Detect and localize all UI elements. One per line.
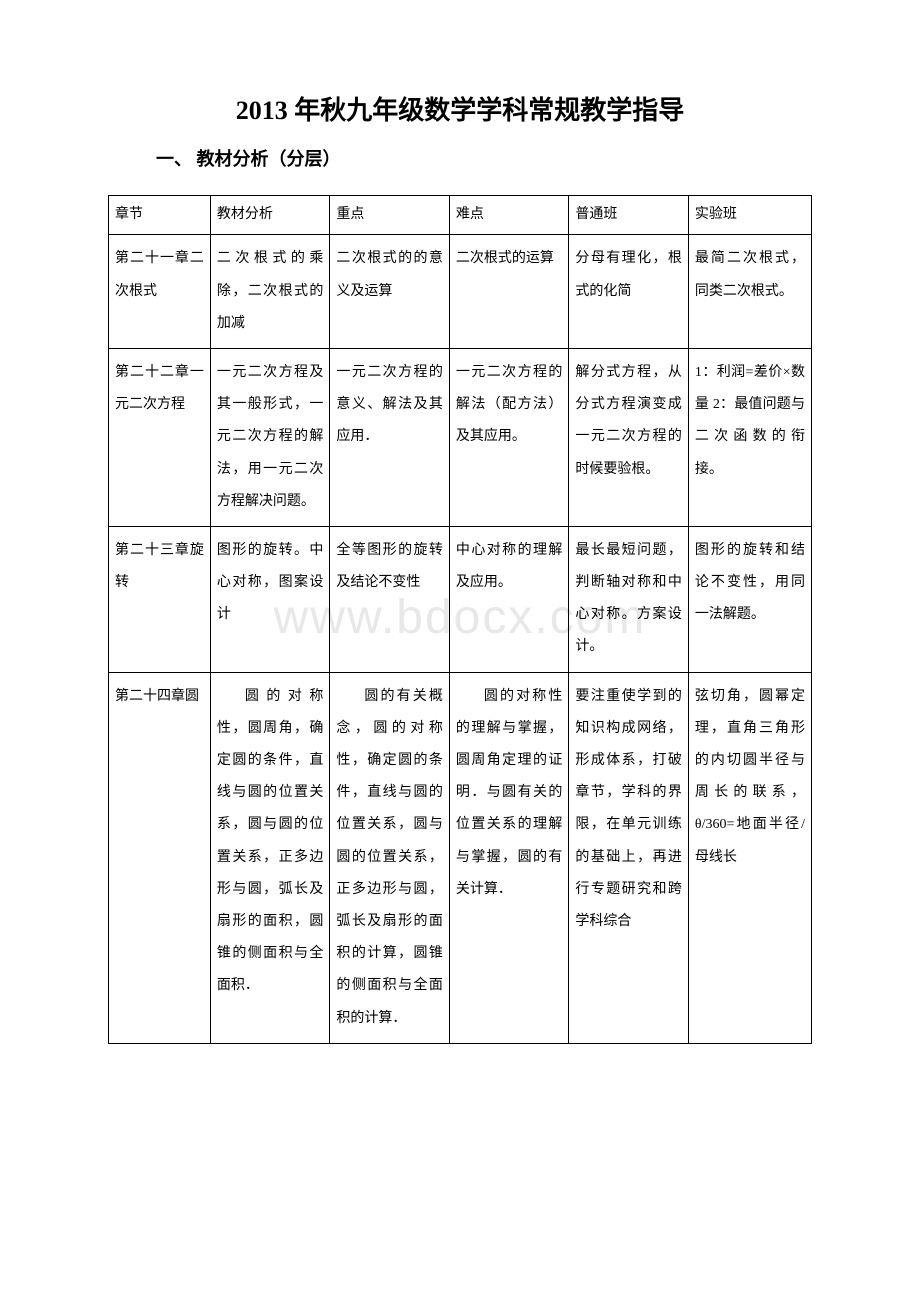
content: 2013 年秋九年级数学学科常规教学指导 一、 教材分析（分层） 章节 教材分析… [108,90,812,1044]
cell-chapter: 第二十四章圆 [109,672,211,1043]
cell-normal: 要注重使学到的知识构成网络，形成体系，打破章节，学科的界限，在单元训练的基础上，… [569,672,689,1043]
cell-normal: 最长最短问题，判断轴对称和中心对称。方案设计。 [569,526,689,672]
cell-key: 二次根式的的意义及运算 [330,235,450,349]
header-experimental: 实验班 [688,196,811,235]
cell-chapter: 第二十三章旋转 [109,526,211,672]
cell-key: 全等图形的旋转及结论不变性 [330,526,450,672]
table-row: 第二十一章二次根式 二次根式的乘除，二次根式的加减 二次根式的的意义及运算 二次… [109,235,812,349]
cell-chapter: 第二十一章二次根式 [109,235,211,349]
header-chapter: 章节 [109,196,211,235]
cell-normal: 解分式方程，从分式方程演变成一元二次方程的时候要验根。 [569,348,689,526]
cell-normal: 分母有理化，根式的化简 [569,235,689,349]
cell-difficulty: 二次根式的运算 [449,235,569,349]
cell-experimental: 弦切角，圆幂定理，直角三角形的内切圆半径与周长的联系，θ/360=地面半径/母线… [688,672,811,1043]
cell-key: 圆的有关概念，圆的对称性，确定圆的条件，直线与圆的位置关系，圆与圆的位置关系，正… [330,672,450,1043]
header-analysis: 教材分析 [210,196,330,235]
table-header-row: 章节 教材分析 重点 难点 普通班 实验班 [109,196,812,235]
header-difficulty: 难点 [449,196,569,235]
cell-difficulty: 中心对称的理解及应用。 [449,526,569,672]
cell-difficulty: 一元二次方程的解法（配方法）及其应用。 [449,348,569,526]
analysis-table: 章节 教材分析 重点 难点 普通班 实验班 第二十一章二次根式 二次根式的乘除，… [108,195,812,1044]
header-normal: 普通班 [569,196,689,235]
cell-difficulty: 圆的对称性的理解与掌握，圆周角定理的证明．与圆有关的位置关系的理解与掌握，圆的有… [449,672,569,1043]
section-subtitle: 一、 教材分析（分层） [156,145,812,171]
table-row: 第二十四章圆 圆的对称性，圆周角，确定圆的条件，直线与圆的位置关系，圆与圆的位置… [109,672,812,1043]
cell-analysis: 圆的对称性，圆周角，确定圆的条件，直线与圆的位置关系，圆与圆的位置关系，正多边形… [210,672,330,1043]
cell-analysis: 一元二次方程及其一般形式，一元二次方程的解法，用一元二次方程解决问题。 [210,348,330,526]
cell-key: 一元二次方程的意义、解法及其应用． [330,348,450,526]
cell-experimental: 最简二次根式，同类二次根式。 [688,235,811,349]
header-key: 重点 [330,196,450,235]
table-row: 第二十二章一元二次方程 一元二次方程及其一般形式，一元二次方程的解法，用一元二次… [109,348,812,526]
cell-chapter: 第二十二章一元二次方程 [109,348,211,526]
table-row: 第二十三章旋转 图形的旋转。中心对称，图案设计 全等图形的旋转及结论不变性 中心… [109,526,812,672]
cell-analysis: 二次根式的乘除，二次根式的加减 [210,235,330,349]
cell-experimental: 1：利润=差价×数量 2：最值问题与二次函数的衔接。 [688,348,811,526]
cell-analysis: 图形的旋转。中心对称，图案设计 [210,526,330,672]
page-title: 2013 年秋九年级数学学科常规教学指导 [108,90,812,127]
cell-experimental: 图形的旋转和结论不变性，用同一法解题。 [688,526,811,672]
